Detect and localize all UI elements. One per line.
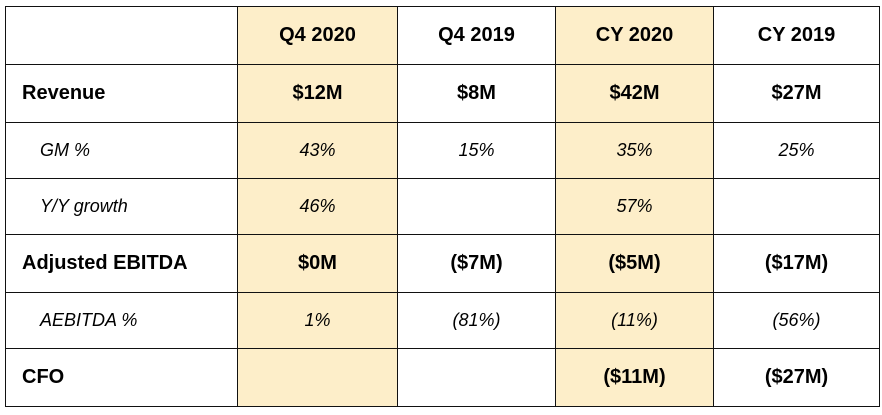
row-aebitda-percent: AEBITDA % 1% (81%) (11%) (56%)	[5, 292, 880, 349]
row-label-revenue: Revenue	[5, 64, 238, 123]
header-q4-2019: Q4 2019	[397, 6, 556, 65]
header-corner-cell	[5, 6, 238, 65]
row-label-yy-growth: Y/Y growth	[5, 178, 238, 235]
cell-cfo-cy-2019: ($27M)	[713, 348, 880, 407]
cell-growth-q4-2019	[397, 178, 556, 235]
cell-ebitda-q4-2019: ($7M)	[397, 234, 556, 293]
header-q4-2020: Q4 2020	[237, 6, 398, 65]
cell-growth-q4-2020: 46%	[237, 178, 398, 235]
cell-cfo-q4-2020	[237, 348, 398, 407]
cell-revenue-q4-2020: $12M	[237, 64, 398, 123]
row-revenue: Revenue $12M $8M $42M $27M	[5, 64, 880, 123]
header-cy-2019: CY 2019	[713, 6, 880, 65]
cell-revenue-q4-2019: $8M	[397, 64, 556, 123]
row-label-adjusted-ebitda: Adjusted EBITDA	[5, 234, 238, 293]
row-label-aebitda-percent: AEBITDA %	[5, 292, 238, 349]
row-adjusted-ebitda: Adjusted EBITDA $0M ($7M) ($5M) ($17M)	[5, 234, 880, 293]
financial-table: Q4 2020 Q4 2019 CY 2020 CY 2019 Revenue …	[5, 6, 880, 407]
cell-gm-q4-2020: 43%	[237, 122, 398, 179]
cell-revenue-cy-2020: $42M	[555, 64, 714, 123]
cell-aebitda-q4-2019: (81%)	[397, 292, 556, 349]
row-gm-percent: GM % 43% 15% 35% 25%	[5, 122, 880, 179]
cell-cfo-cy-2020: ($11M)	[555, 348, 714, 407]
cell-gm-q4-2019: 15%	[397, 122, 556, 179]
cell-cfo-q4-2019	[397, 348, 556, 407]
row-label-gm-percent: GM %	[5, 122, 238, 179]
cell-aebitda-cy-2019: (56%)	[713, 292, 880, 349]
cell-growth-cy-2019	[713, 178, 880, 235]
cell-ebitda-q4-2020: $0M	[237, 234, 398, 293]
header-cy-2020: CY 2020	[555, 6, 714, 65]
cell-gm-cy-2020: 35%	[555, 122, 714, 179]
cell-aebitda-q4-2020: 1%	[237, 292, 398, 349]
row-yy-growth: Y/Y growth 46% 57%	[5, 178, 880, 235]
cell-growth-cy-2020: 57%	[555, 178, 714, 235]
cell-gm-cy-2019: 25%	[713, 122, 880, 179]
row-cfo: CFO ($11M) ($27M)	[5, 348, 880, 407]
cell-revenue-cy-2019: $27M	[713, 64, 880, 123]
cell-aebitda-cy-2020: (11%)	[555, 292, 714, 349]
cell-ebitda-cy-2020: ($5M)	[555, 234, 714, 293]
cell-ebitda-cy-2019: ($17M)	[713, 234, 880, 293]
header-row: Q4 2020 Q4 2019 CY 2020 CY 2019	[5, 6, 880, 65]
row-label-cfo: CFO	[5, 348, 238, 407]
